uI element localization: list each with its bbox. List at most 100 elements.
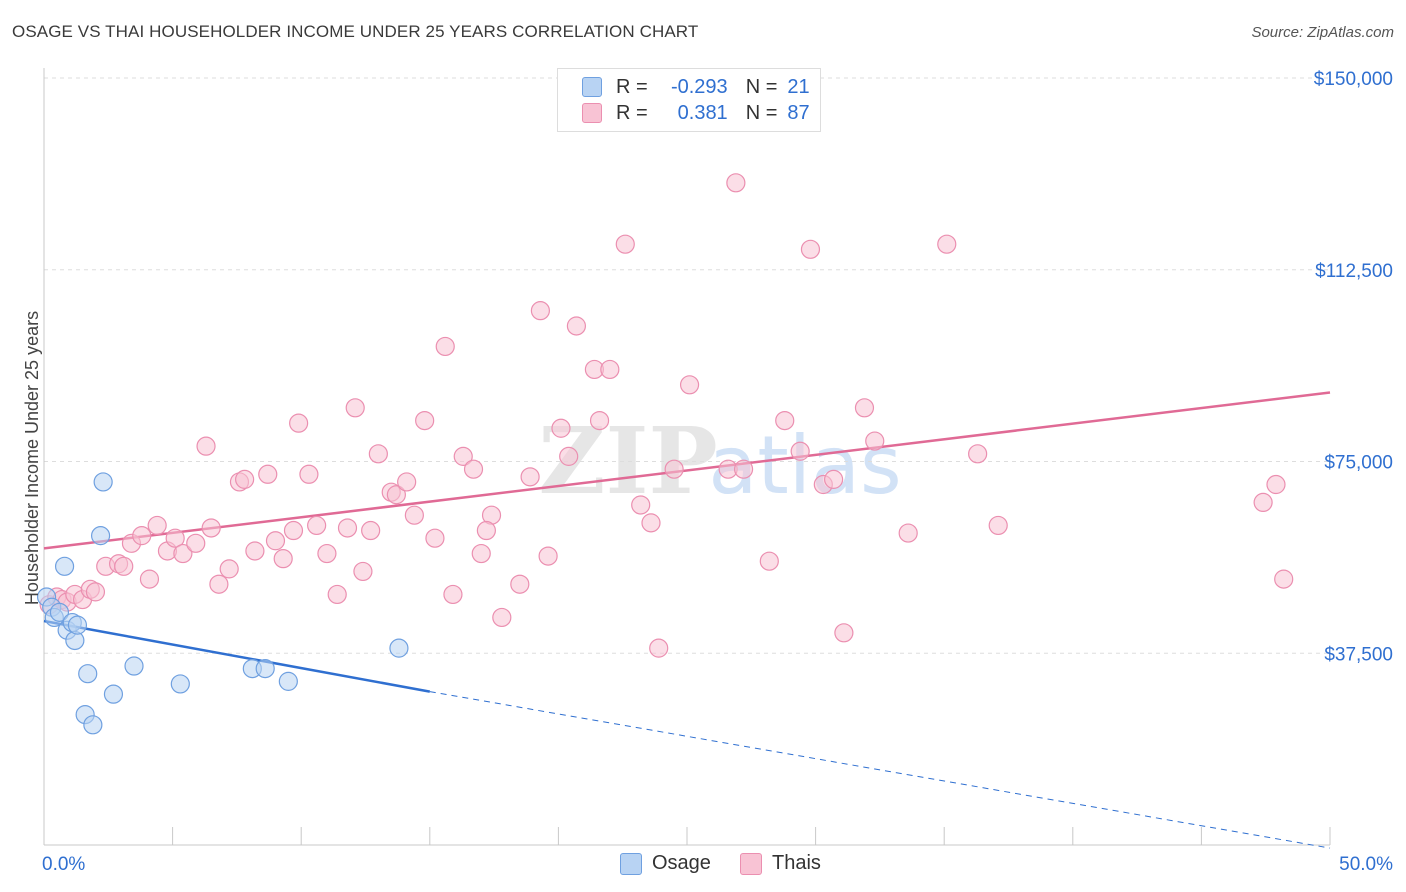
osage-point-4 — [54, 556, 75, 576]
thais-point-35 — [337, 518, 358, 538]
osage-trend-line — [43, 619, 431, 693]
osage-point-16 — [170, 674, 190, 694]
osage-n-label: N = — [745, 75, 778, 98]
osage-point-11 — [90, 526, 111, 546]
osage-point-20 — [389, 638, 409, 658]
thais-point-72 — [733, 459, 754, 479]
thais-point-20 — [201, 518, 221, 538]
thais-point-56 — [530, 301, 550, 321]
osage-point-19 — [278, 671, 298, 691]
correlation-legend: R = -0.293 N = 21 R = 0.381 N = 87 — [557, 68, 821, 132]
thais-point-28 — [273, 549, 293, 569]
thais-point-32 — [307, 515, 327, 536]
thais-point-43 — [404, 505, 424, 525]
thais-point-80 — [854, 398, 875, 418]
osage-point-12 — [103, 684, 124, 704]
thais-point-62 — [589, 410, 610, 431]
thais-point-36 — [345, 398, 365, 418]
thais-point-39 — [368, 444, 388, 464]
legend-row-osage: R = -0.293 N = 21 — [582, 74, 810, 100]
thais-point-84 — [968, 444, 988, 464]
thais-n-value: 87 — [787, 101, 810, 124]
thais-point-7 — [85, 582, 106, 602]
osage-trend-line-extrapolated — [429, 691, 1331, 849]
thais-n-label: N = — [745, 101, 778, 124]
thais-point-81 — [865, 431, 885, 451]
thais-point-27 — [265, 531, 286, 551]
thais-point-12 — [132, 526, 152, 546]
thais-point-37 — [353, 561, 373, 582]
thais-point-42 — [397, 472, 417, 492]
thais-point-29 — [283, 520, 304, 541]
thais-point-34 — [327, 584, 347, 605]
thais-point-55 — [520, 467, 540, 487]
thais-point-18 — [186, 533, 206, 553]
thais-point-54 — [510, 574, 530, 594]
thais-point-38 — [361, 520, 381, 541]
chart-source: Source: ZipAtlas.com — [1251, 24, 1394, 41]
thais-point-76 — [800, 239, 821, 259]
thais-point-26 — [258, 464, 278, 484]
thais-point-85 — [988, 515, 1008, 536]
thais-point-49 — [463, 459, 484, 479]
thais-point-74 — [775, 410, 795, 431]
thais-point-83 — [937, 234, 957, 254]
thais-point-14 — [147, 515, 167, 536]
osage-r-value: -0.293 — [670, 75, 728, 98]
thais-point-75 — [790, 441, 810, 461]
thais-point-52 — [476, 520, 496, 541]
thais-point-44 — [415, 410, 435, 431]
y-tick-label-1: $75,000 — [1324, 453, 1393, 474]
legend-item-thais[interactable]: Thais — [740, 852, 821, 875]
thais-point-46 — [435, 336, 455, 357]
thais-point-65 — [631, 495, 651, 515]
thais-point-67 — [649, 638, 669, 658]
trend-lines — [43, 391, 1331, 849]
thais-point-41 — [386, 485, 406, 505]
thais-point-68 — [664, 459, 684, 479]
thais-point-57 — [538, 546, 558, 566]
legend-item-osage[interactable]: Osage — [620, 852, 711, 875]
thais-point-86 — [1253, 492, 1273, 513]
thais-point-48 — [453, 446, 473, 466]
thais-point-60 — [566, 316, 587, 336]
thais-point-88 — [1274, 569, 1294, 589]
thais-point-30 — [289, 413, 309, 433]
thais-point-59 — [559, 446, 579, 466]
y-tick-label-2: $112,500 — [1315, 261, 1393, 282]
thais-point-17 — [173, 543, 193, 564]
thais-point-24 — [235, 469, 255, 489]
x-tick-label-min: 0.0% — [42, 854, 85, 875]
thais-point-82 — [898, 523, 918, 543]
legend-label-osage: Osage — [652, 852, 711, 874]
thais-r-value: 0.381 — [672, 101, 728, 124]
y-tick-label-0: $37,500 — [1324, 644, 1393, 665]
y-tick-label-3: $150,000 — [1314, 69, 1393, 90]
thais-point-69 — [679, 375, 700, 395]
chart-title: OSAGE VS THAI HOUSEHOLDER INCOME UNDER 2… — [12, 22, 699, 41]
osage-point-18 — [255, 658, 275, 679]
osage-point-14 — [83, 715, 103, 735]
osage-point-15 — [124, 656, 144, 676]
legend-label-thais: Thais — [772, 852, 821, 874]
thais-point-73 — [759, 551, 779, 571]
x-tick-label-max: 50.0% — [1339, 854, 1393, 875]
thais-point-19 — [196, 436, 216, 456]
osage-r-label: R = — [616, 75, 648, 98]
thais-point-21 — [209, 574, 229, 594]
osage-swatch-icon — [582, 77, 602, 97]
thais-point-71 — [726, 173, 746, 193]
osage-point-9 — [78, 664, 98, 684]
osage-point-8 — [67, 615, 88, 635]
osage-point-3 — [49, 602, 70, 622]
thais-point-47 — [443, 584, 463, 605]
osage-point-10 — [93, 472, 113, 492]
thais-point-13 — [139, 569, 160, 589]
thais-point-63 — [600, 359, 620, 380]
thais-legend-icon — [740, 852, 762, 875]
thais-point-66 — [641, 513, 661, 533]
thais-point-64 — [615, 234, 635, 254]
thais-point-25 — [245, 541, 265, 561]
osage-legend-icon — [620, 852, 642, 875]
